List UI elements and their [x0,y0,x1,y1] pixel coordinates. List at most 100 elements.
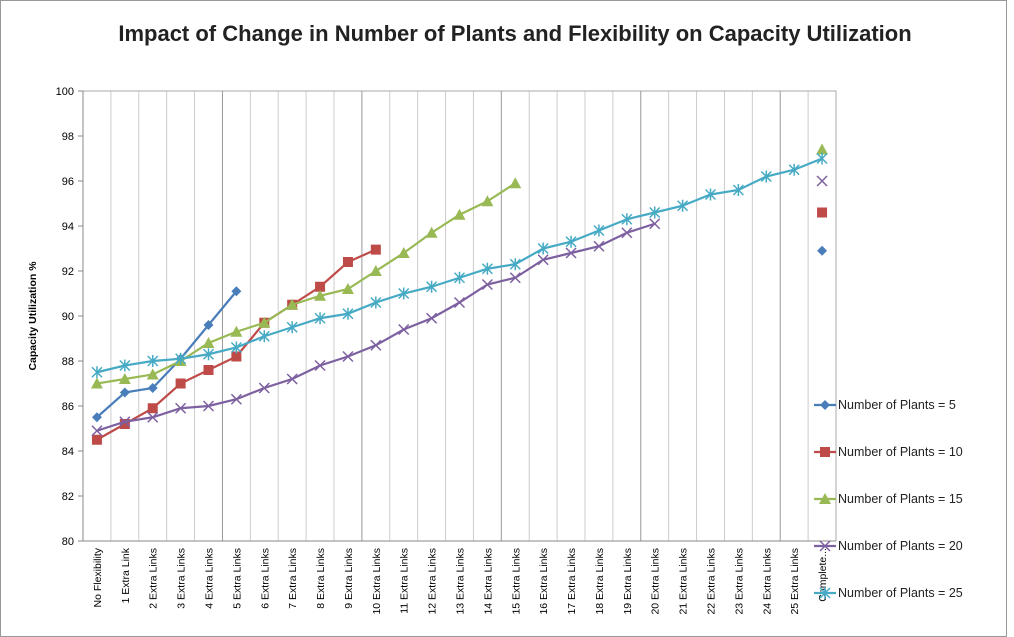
marker [202,337,215,348]
marker [91,366,103,379]
y-tick-label: 86 [62,401,74,413]
marker [230,393,242,405]
x-tick-label: 21 Extra Links [678,548,690,615]
marker [90,377,103,389]
marker [649,218,661,230]
marker [453,271,466,284]
marker [816,175,828,187]
marker [118,373,131,384]
marker [426,280,438,293]
marker [593,224,605,237]
marker [398,287,410,300]
y-tick-label: 80 [62,536,74,548]
y-tick-label: 94 [62,221,74,233]
marker [119,359,131,372]
marker [258,316,271,328]
marker [203,320,214,330]
marker [370,296,382,309]
marker [816,152,828,165]
marker [819,493,831,504]
marker [91,412,102,423]
marker [481,262,493,275]
x-tick-label: 6 Extra Links [259,548,271,609]
x-tick-label: 8 Extra Links [315,548,327,609]
marker [202,400,215,412]
marker [509,177,522,189]
x-tick-label: 10 Extra Links [371,548,383,615]
marker [91,425,103,437]
marker [91,434,102,445]
marker [202,348,215,361]
marker [453,208,466,220]
marker [314,289,327,301]
x-tick-label: 14 Extra Links [482,548,494,615]
marker [565,235,577,248]
marker [817,245,828,256]
x-tick-label: 12 Extra Links [427,548,439,615]
marker [398,323,410,336]
x-tick-label: 25 Extra Links [789,548,801,615]
x-tick-label: 24 Extra Links [761,548,773,615]
marker [230,325,243,337]
marker [119,419,130,429]
y-tick-label: 90 [62,311,74,323]
marker [119,416,131,428]
marker [537,242,549,255]
marker [453,296,466,309]
y-tick-label: 88 [62,356,74,368]
marker [819,587,831,599]
legend-label: Number of Plants = 10 [838,445,963,459]
marker [481,278,493,291]
marker [314,312,326,325]
marker [258,330,270,343]
x-tick-label: No Flexibility [92,547,104,607]
y-tick-label: 84 [62,446,74,458]
marker [426,312,438,324]
marker [286,321,298,334]
marker [315,281,326,292]
marker [147,411,159,423]
x-tick-label: 4 Extra Links [204,548,216,609]
marker [370,244,381,255]
x-tick-label: 5 Extra Links [231,548,243,609]
marker [649,206,661,219]
legend-label: Number of Plants = 20 [838,539,963,553]
marker [704,188,717,201]
y-tick-label: 96 [62,176,74,188]
marker [230,341,242,354]
legend-label: Number of Plants = 25 [838,586,963,600]
marker [314,359,326,372]
marker [341,283,354,294]
marker [509,258,521,271]
y-axis-title: Capacity Utilization % [27,261,39,371]
marker [819,540,831,552]
marker [203,365,214,375]
x-tick-label: 1 Extra Link [120,547,132,603]
marker [565,247,577,259]
marker [425,226,438,238]
x-tick-label: 11 Extra Links [399,548,411,614]
marker [677,199,689,212]
marker [760,170,772,183]
x-tick-label: 23 Extra Links [733,548,745,615]
marker [820,400,830,410]
x-tick-label: 20 Extra Links [650,548,662,615]
x-tick-label: 15 Extra Links [510,548,522,615]
marker [231,286,242,297]
legend-label: Number of Plants = 15 [838,492,963,506]
chart-title: Impact of Change in Number of Plants and… [118,21,912,46]
marker [369,265,382,276]
marker [146,368,159,380]
y-tick-label: 98 [62,131,74,143]
marker [817,207,828,218]
x-tick-label: 7 Extra Links [287,548,299,609]
marker [286,373,298,385]
marker [397,247,410,258]
marker [231,351,242,362]
y-tick-label: 100 [56,86,74,98]
marker [342,350,354,363]
x-tick-label: 19 Extra Links [622,548,634,615]
marker [621,213,633,226]
